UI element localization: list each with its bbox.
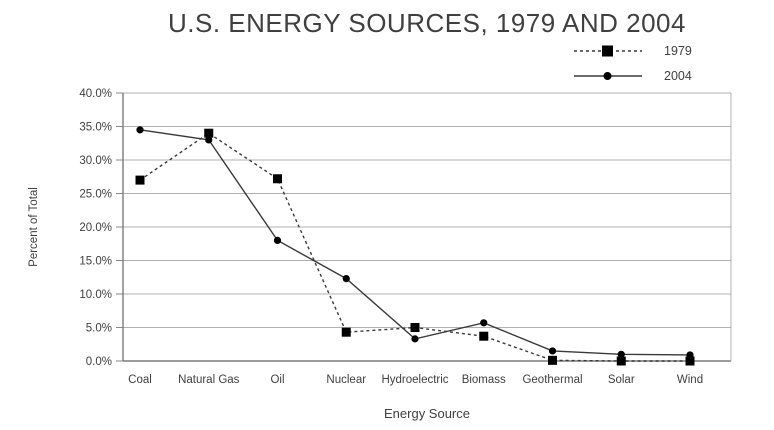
legend-item-2004: 2004	[572, 63, 692, 88]
x-axis-title: Energy Source	[384, 406, 470, 421]
marker-2004-geothermal	[548, 347, 557, 355]
marker-1979-solar	[616, 356, 626, 366]
chart-legend: 1979 2004	[572, 38, 692, 88]
marker-1979-hydroelectric	[410, 323, 420, 332]
y-tick-label-0-0-: 0.0%	[86, 356, 112, 368]
marker-1979-nuclear	[341, 327, 351, 337]
y-tick-label-10-0-: 10.0%	[79, 289, 112, 301]
marker-1979-wind	[685, 356, 695, 366]
legend-key-solid-circle-icon	[574, 71, 642, 80]
marker-2004-coal	[136, 126, 144, 134]
y-tick-label-15-0-: 15.0%	[79, 256, 112, 268]
legend-item-1979: 1979	[572, 38, 692, 63]
y-tick-label-20-0-: 20.0%	[79, 222, 112, 234]
y-tick-label-25-0-: 25.0%	[79, 189, 112, 201]
marker-2004-biomass	[480, 319, 488, 327]
y-axis-title: Percent of Total	[28, 187, 40, 267]
marker-2004-wind	[686, 351, 694, 359]
y-tick-label-30-0-: 30.0%	[79, 155, 112, 167]
marker-1979-oil	[273, 174, 282, 184]
y-tick-label-40-0-: 40.0%	[79, 88, 112, 100]
x-category-label-solar: Solar	[608, 374, 635, 386]
marker-2004-natural-gas	[205, 136, 213, 144]
marker-1979-natural-gas	[204, 128, 214, 138]
x-category-label-nuclear: Nuclear	[326, 374, 366, 386]
marker-2004-hydroelectric	[411, 335, 419, 343]
marker-1979-coal	[135, 175, 145, 185]
x-category-label-wind: Wind	[677, 374, 703, 386]
marker-2004-solar	[617, 350, 625, 358]
marker-1979-geothermal	[548, 355, 557, 365]
x-category-label-hydroelectric: Hydroelectric	[381, 374, 448, 386]
x-category-label-natural-gas: Natural Gas	[178, 374, 240, 386]
x-category-label-coal: Coal	[128, 374, 152, 386]
x-category-label-biomass: Biomass	[462, 374, 506, 386]
series-line-2004	[139, 129, 691, 356]
legend-label-1979: 1979	[664, 43, 692, 58]
legend-label-2004: 2004	[664, 68, 692, 83]
y-tick-label-35-0-: 35.0%	[79, 122, 112, 134]
x-category-label-oil: Oil	[270, 374, 284, 386]
y-tick-label-5-0-: 5.0%	[86, 323, 112, 335]
chart-title: U.S. ENERGY SOURCES, 1979 AND 2004	[168, 8, 686, 38]
marker-2004-oil	[273, 236, 282, 244]
x-category-label-geothermal: Geothermal	[522, 374, 582, 386]
marker-1979-biomass	[479, 331, 489, 341]
marker-2004-nuclear	[342, 274, 350, 283]
legend-key-dashed-square-icon	[574, 45, 642, 56]
